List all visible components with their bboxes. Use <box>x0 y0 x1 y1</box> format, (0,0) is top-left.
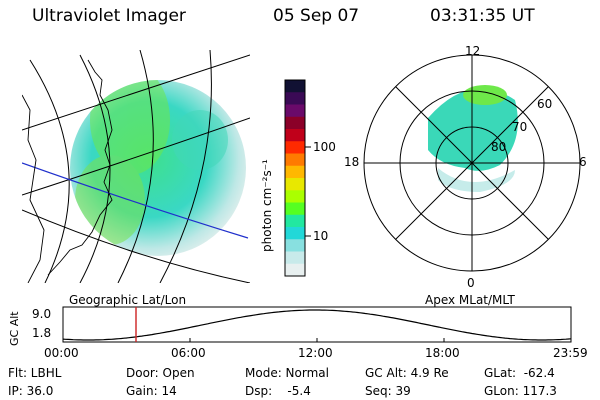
mlat-label-60: 60 <box>537 97 553 111</box>
date-label: 05 Sep 07 <box>273 6 360 26</box>
aurora-oval <box>428 88 518 171</box>
colorbar-cell <box>285 165 305 179</box>
colorbar-cell <box>285 178 305 191</box>
mlt-label-0: 0 <box>467 276 475 290</box>
colorbar-cell <box>285 141 305 154</box>
xtick-0600: 06:00 <box>171 346 206 360</box>
apex-polar-panel <box>363 54 581 272</box>
colorbar-cell <box>285 202 305 216</box>
altitude-plot <box>62 306 572 343</box>
time-label: 03:31:35 UT <box>430 6 535 26</box>
altitude-ytick-top: 9.0 <box>32 307 52 321</box>
geographic-image-panel <box>22 50 250 283</box>
glon-info: GLon: 117.3 <box>484 384 557 398</box>
geo-grid-lines <box>22 50 250 283</box>
gain-info: Gain: 14 <box>126 384 177 398</box>
mode-info: Mode: Normal <box>245 366 329 380</box>
gc-alt-info: GC Alt: 4.9 Re <box>365 366 449 380</box>
colorbar-cell <box>285 263 305 277</box>
colorbar-cell <box>285 239 305 252</box>
colorbar-cell <box>285 190 305 203</box>
colorbar-tick-100: 100 <box>313 140 336 154</box>
apex-caption: Apex MLat/MLT <box>425 293 515 307</box>
colorbar-cell <box>285 214 305 228</box>
dsp-info: Dsp: -5.4 <box>245 384 311 398</box>
mlt-label-18: 18 <box>344 155 360 169</box>
mlat-label-70: 70 <box>512 120 528 134</box>
mlat-label-80: 80 <box>491 140 507 154</box>
instrument-title: Ultraviolet Imager <box>32 6 186 26</box>
colorbar-cell <box>285 251 305 265</box>
colorbar <box>284 79 311 277</box>
ip-info: IP: 36.0 <box>8 384 54 398</box>
xtick-1200: 12:00 <box>298 346 333 360</box>
colorbar-cell <box>285 227 305 240</box>
polar-grid <box>363 54 581 272</box>
xtick-2359: 23:59 <box>553 346 588 360</box>
glat-info: GLat: -62.4 <box>484 366 555 380</box>
xtick-1800: 18:00 <box>425 346 460 360</box>
door-info: Door: Open <box>126 366 195 380</box>
colorbar-tick-10: 10 <box>313 229 329 243</box>
terminator-line <box>22 162 249 239</box>
xtick-0000: 00:00 <box>44 346 79 360</box>
altitude-ytick-bottom: 1.8 <box>32 326 52 340</box>
colorbar-cell <box>285 153 305 167</box>
colorbar-cell <box>285 129 305 142</box>
colorbar-cell <box>285 104 305 118</box>
mlt-label-12: 12 <box>465 44 481 58</box>
filter-info: Flt: LBHL <box>8 366 62 380</box>
colorbar-cell <box>285 116 305 130</box>
colorbar-cell <box>285 92 305 105</box>
geographic-caption: Geographic Lat/Lon <box>69 293 187 307</box>
mlt-label-6: 6 <box>579 155 587 169</box>
colorbar-cell <box>285 80 305 93</box>
altitude-ylabel: GC Alt <box>8 311 21 346</box>
coastline <box>47 59 113 276</box>
seq-info: Seq: 39 <box>365 384 411 398</box>
colorbar-unit-label: photon cm⁻²s⁻¹ <box>260 159 274 252</box>
altitude-curve <box>62 309 572 341</box>
